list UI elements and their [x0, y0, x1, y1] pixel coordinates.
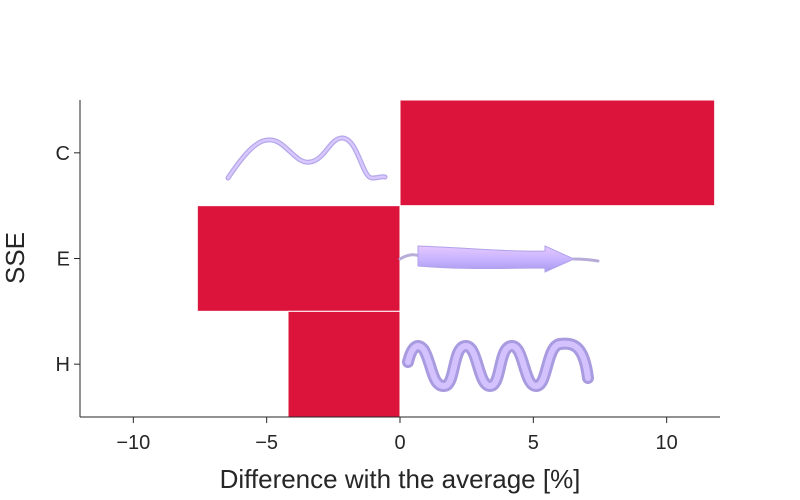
y-tick-label: E — [57, 249, 70, 271]
bar-H — [287, 310, 401, 418]
bar-C — [399, 99, 716, 207]
coil-structure-icon — [225, 135, 388, 181]
alpha-helix-icon — [402, 337, 594, 393]
x-tick-label: 0 — [394, 432, 405, 454]
y-axis-label: SSE — [0, 232, 30, 284]
x-tick-label: 5 — [528, 432, 539, 454]
bars-group — [196, 99, 716, 418]
x-tick-label: −10 — [116, 432, 150, 454]
y-tick-label: H — [56, 354, 70, 376]
beta-strand-arrow-icon — [398, 245, 600, 273]
x-axis-label: Difference with the average [%] — [220, 464, 581, 494]
x-tick-label: −5 — [255, 432, 278, 454]
x-tick-label: 10 — [656, 432, 678, 454]
y-tick-label: C — [56, 143, 70, 165]
axes-group: −10 −5 0 5 10 C E H — [56, 100, 720, 454]
bar-E — [196, 205, 401, 312]
structure-icons — [225, 135, 600, 393]
